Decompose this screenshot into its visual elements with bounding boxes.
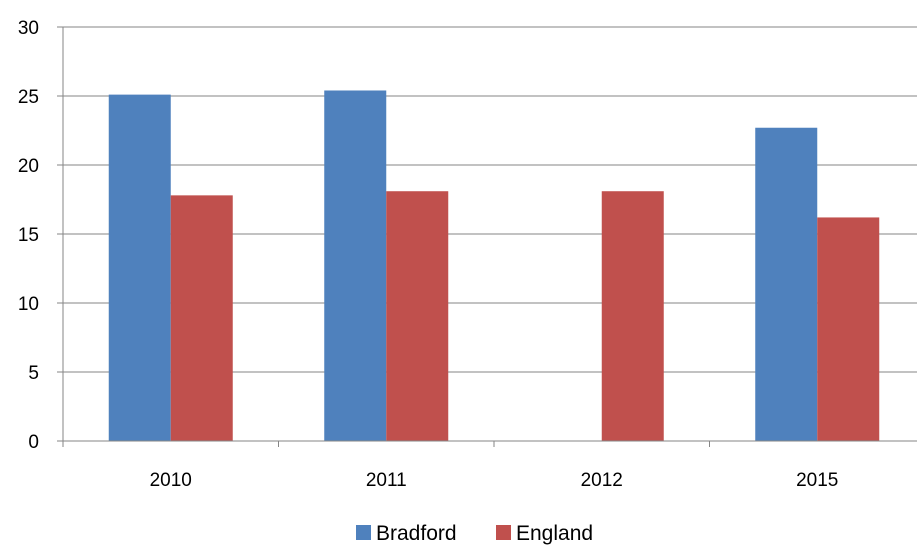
bar-bradford-2010 [108,94,171,442]
bar-bradford-2015 [755,127,818,442]
x-tick-label: 2012 [581,470,623,491]
y-tick-label: 5 [28,363,39,384]
x-tick-label: 2011 [366,470,407,491]
y-tick-label: 30 [18,18,39,39]
legend-label-england: England [516,522,593,545]
bar-england-2012 [601,191,664,441]
y-tick-label: 10 [18,294,39,315]
x-tick-labels: 2010 2011 2012 2015 [150,470,839,491]
x-tick-label: 2015 [796,470,838,491]
legend-label-bradford: Bradford [376,522,457,545]
bar-england-2010 [170,195,233,441]
y-tick-label: 15 [18,225,39,246]
legend-swatch-england [496,525,511,540]
bar-england-2011 [386,191,449,441]
bars [108,90,880,442]
axes [57,26,917,447]
x-tick-label: 2010 [150,470,192,491]
bar-bradford-2011 [324,90,387,441]
y-tick-label: 0 [28,432,39,453]
y-tick-label: 20 [18,156,39,177]
legend: Bradford England [356,522,593,545]
y-tick-label: 25 [18,87,39,108]
bar-england-2015 [817,217,880,441]
y-tick-labels: 0 5 10 15 20 25 30 [18,18,39,453]
legend-swatch-bradford [356,525,371,540]
